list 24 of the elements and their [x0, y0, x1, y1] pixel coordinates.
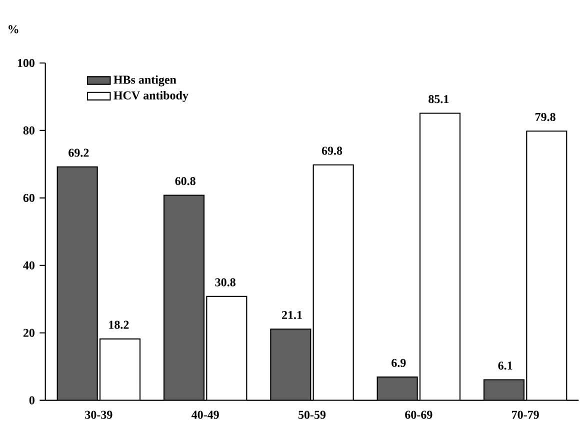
data-label: 79.8 — [536, 112, 556, 122]
data-label: 21.1 — [282, 310, 302, 320]
y-axis-title: % — [8, 25, 18, 34]
data-label: 18.2 — [109, 320, 129, 329]
x-tick-label: 50-59 — [298, 410, 326, 419]
y-tick-label: 0 — [29, 396, 34, 404]
data-label: 30.8 — [215, 278, 236, 286]
data-label: 69.2 — [68, 148, 89, 157]
y-tick-label: 80 — [23, 126, 34, 135]
x-tick-label: 70-79 — [512, 410, 539, 419]
x-tick-label: 30-39 — [85, 410, 112, 419]
x-tick-label: 60-69 — [405, 410, 432, 419]
legend-label: HCV antibody — [114, 91, 188, 102]
legend-label: HBs antigen — [114, 75, 176, 86]
y-tick-label: 40 — [23, 261, 34, 270]
y-tick-label: 100 — [18, 58, 34, 68]
data-label: 85.1 — [428, 95, 449, 104]
data-label: 60.8 — [175, 177, 196, 186]
x-tick-label: 40-49 — [192, 410, 219, 419]
y-tick-label: 60 — [23, 194, 34, 202]
y-tick-label: 20 — [23, 328, 34, 337]
data-label: 6.1 — [498, 362, 512, 370]
data-label: 69.8 — [322, 146, 342, 155]
data-label: 6.9 — [392, 358, 406, 367]
